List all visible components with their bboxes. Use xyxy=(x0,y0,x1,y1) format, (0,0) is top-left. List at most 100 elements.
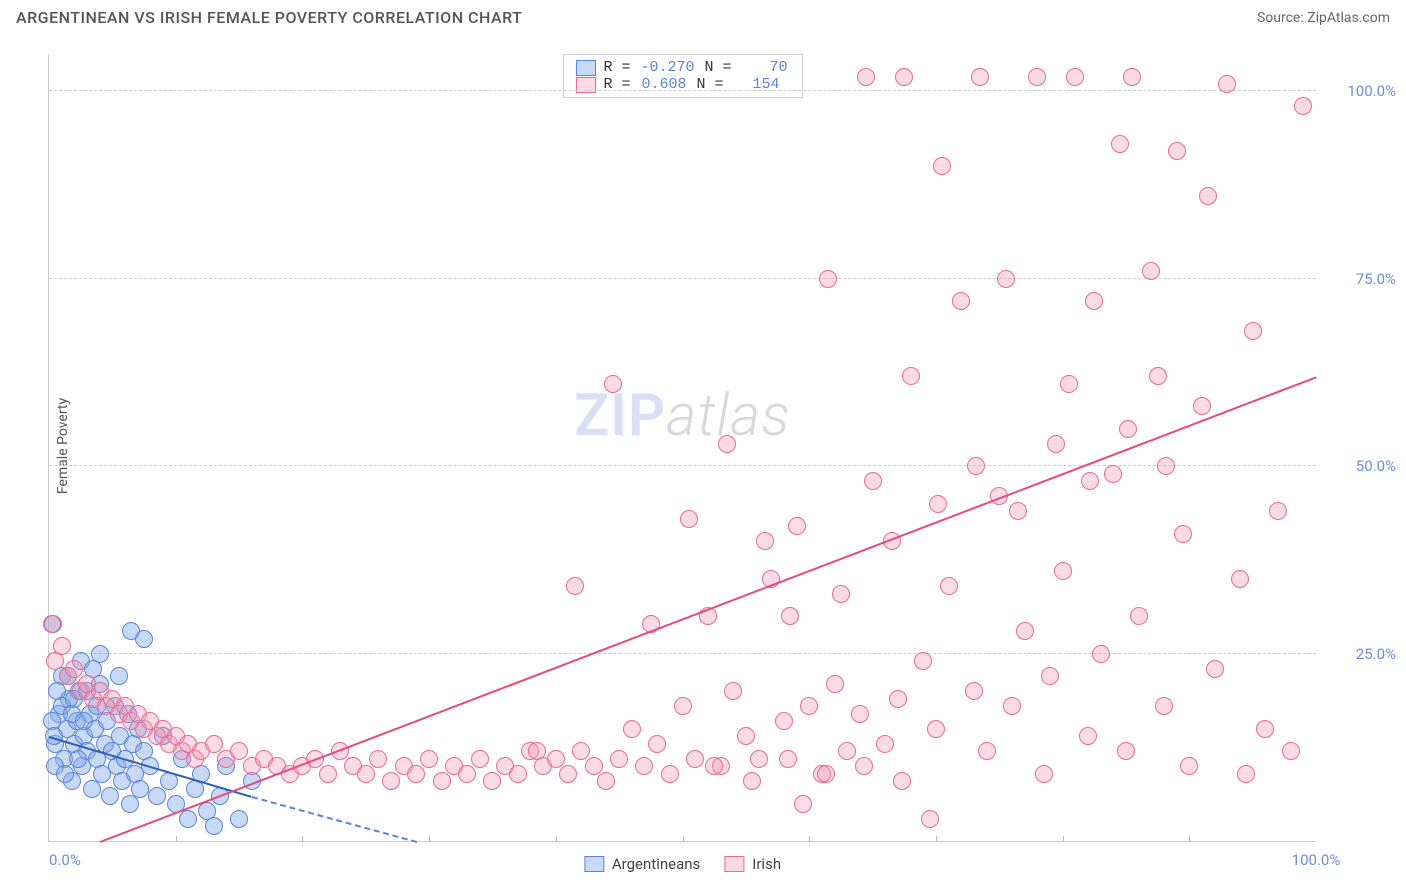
legend-swatch-icon xyxy=(724,856,744,872)
data-point xyxy=(1206,660,1224,678)
data-point xyxy=(1218,75,1236,93)
x-tick xyxy=(936,836,937,842)
data-point xyxy=(914,652,932,670)
data-point xyxy=(45,727,63,745)
data-point xyxy=(674,697,692,715)
data-point xyxy=(1035,765,1053,783)
data-point xyxy=(1085,292,1103,310)
data-point xyxy=(1294,97,1312,115)
data-point xyxy=(101,787,119,805)
data-point xyxy=(230,810,248,828)
x-tick xyxy=(809,836,810,842)
data-point xyxy=(135,630,153,648)
chart-title: ARGENTINEAN VS IRISH FEMALE POVERTY CORR… xyxy=(16,8,522,27)
data-point xyxy=(838,742,856,760)
data-point xyxy=(604,375,622,393)
data-point xyxy=(967,457,985,475)
legend-swatch-icon xyxy=(584,856,604,872)
data-point xyxy=(1081,472,1099,490)
data-point xyxy=(1117,742,1135,760)
data-point xyxy=(864,472,882,490)
data-point xyxy=(743,772,761,790)
data-point xyxy=(65,660,83,678)
data-point xyxy=(1256,720,1274,738)
data-point xyxy=(623,720,641,738)
data-point xyxy=(528,742,546,760)
data-point xyxy=(1174,525,1192,543)
data-point xyxy=(889,690,907,708)
data-point xyxy=(585,757,603,775)
data-point xyxy=(997,270,1015,288)
data-point xyxy=(1041,667,1059,685)
series-legend: Argentineans Irish xyxy=(584,855,781,873)
data-point xyxy=(83,780,101,798)
data-point xyxy=(893,772,911,790)
data-point xyxy=(205,817,223,835)
data-point xyxy=(1016,622,1034,640)
data-point xyxy=(794,795,812,813)
data-point xyxy=(1142,262,1160,280)
data-point xyxy=(832,585,850,603)
data-point xyxy=(1168,142,1186,160)
data-point xyxy=(1237,765,1255,783)
x-tick-label-max: 100.0% xyxy=(1292,851,1341,869)
data-point xyxy=(826,675,844,693)
data-point xyxy=(1149,367,1167,385)
data-point xyxy=(724,682,742,700)
data-point xyxy=(559,765,577,783)
data-point xyxy=(756,532,774,550)
data-point xyxy=(895,68,913,86)
data-point xyxy=(43,615,61,633)
data-point xyxy=(1155,697,1173,715)
data-point xyxy=(597,772,615,790)
data-point xyxy=(407,765,425,783)
data-point xyxy=(952,292,970,310)
y-tick-label: 100.0% xyxy=(1326,82,1396,100)
data-point xyxy=(1180,757,1198,775)
data-point xyxy=(382,772,400,790)
data-point xyxy=(110,667,128,685)
gridline-h xyxy=(49,90,1316,91)
data-point xyxy=(978,742,996,760)
data-point xyxy=(648,735,666,753)
source-label: Source: ZipAtlas.com xyxy=(1257,10,1390,26)
data-point xyxy=(121,795,139,813)
x-tick xyxy=(1189,836,1190,842)
data-point xyxy=(902,367,920,385)
data-point xyxy=(1060,375,1078,393)
data-point xyxy=(921,810,939,828)
data-point xyxy=(1119,420,1137,438)
data-point xyxy=(1079,727,1097,745)
data-point xyxy=(1282,742,1300,760)
data-point xyxy=(75,712,93,730)
data-point xyxy=(1157,457,1175,475)
x-tick xyxy=(1063,836,1064,842)
data-point xyxy=(1244,322,1262,340)
data-point xyxy=(1028,68,1046,86)
data-point xyxy=(483,772,501,790)
data-point xyxy=(69,750,87,768)
data-point xyxy=(705,757,723,775)
data-point xyxy=(1092,645,1110,663)
data-point xyxy=(851,705,869,723)
data-point xyxy=(737,727,755,745)
y-tick-label: 75.0% xyxy=(1326,270,1396,288)
data-point xyxy=(572,742,590,760)
data-point xyxy=(971,68,989,86)
legend-row-argentineans: R = -0.270 N = 70 xyxy=(575,59,789,76)
data-point xyxy=(53,637,71,655)
scatter-chart: ZIPatlas R = -0.270 N = 70 R = 0.608 N =… xyxy=(48,54,1316,842)
data-point xyxy=(661,765,679,783)
data-point xyxy=(1199,187,1217,205)
data-point xyxy=(357,765,375,783)
data-point xyxy=(369,750,387,768)
data-point xyxy=(1193,397,1211,415)
data-point xyxy=(855,757,873,775)
data-point xyxy=(1009,502,1027,520)
data-point xyxy=(635,757,653,775)
data-point xyxy=(1066,68,1084,86)
data-point xyxy=(131,780,149,798)
data-point xyxy=(788,517,806,535)
trendline-dashed xyxy=(251,796,416,843)
data-point xyxy=(91,645,109,663)
